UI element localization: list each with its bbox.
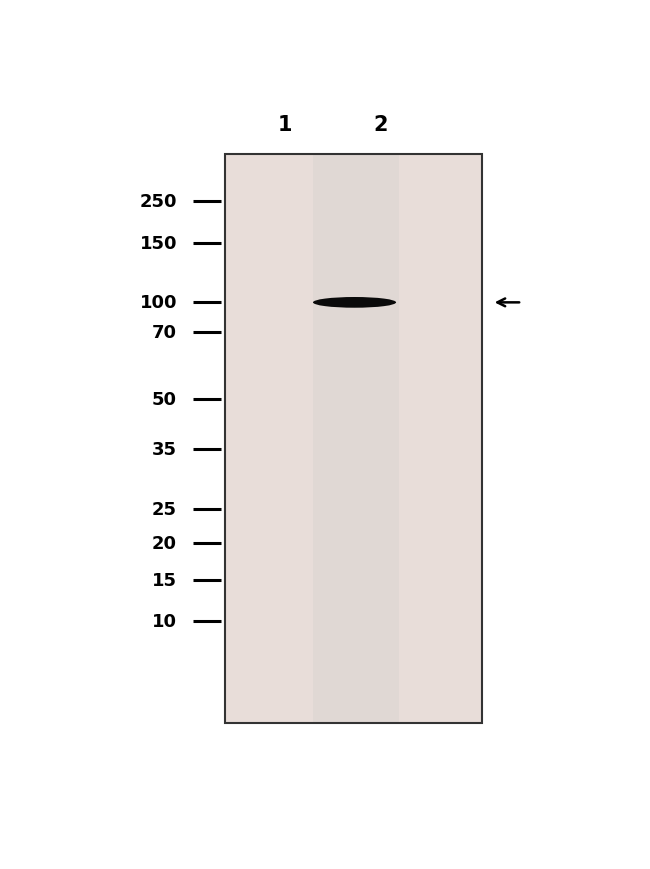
Text: 2: 2 — [374, 115, 388, 135]
Text: 1: 1 — [278, 115, 292, 135]
Text: 70: 70 — [152, 323, 177, 342]
Text: 25: 25 — [152, 501, 177, 518]
Bar — [313, 155, 398, 723]
Text: 15: 15 — [152, 572, 177, 590]
Bar — [225, 155, 482, 723]
Ellipse shape — [313, 298, 396, 308]
Bar — [225, 155, 482, 723]
Text: 35: 35 — [152, 441, 177, 459]
Bar — [225, 155, 313, 723]
Text: 250: 250 — [140, 192, 177, 210]
Text: 100: 100 — [140, 294, 177, 312]
Bar — [398, 155, 482, 723]
Text: 10: 10 — [152, 612, 177, 630]
Text: 150: 150 — [140, 235, 177, 253]
Text: 50: 50 — [152, 390, 177, 408]
Text: 20: 20 — [152, 534, 177, 552]
